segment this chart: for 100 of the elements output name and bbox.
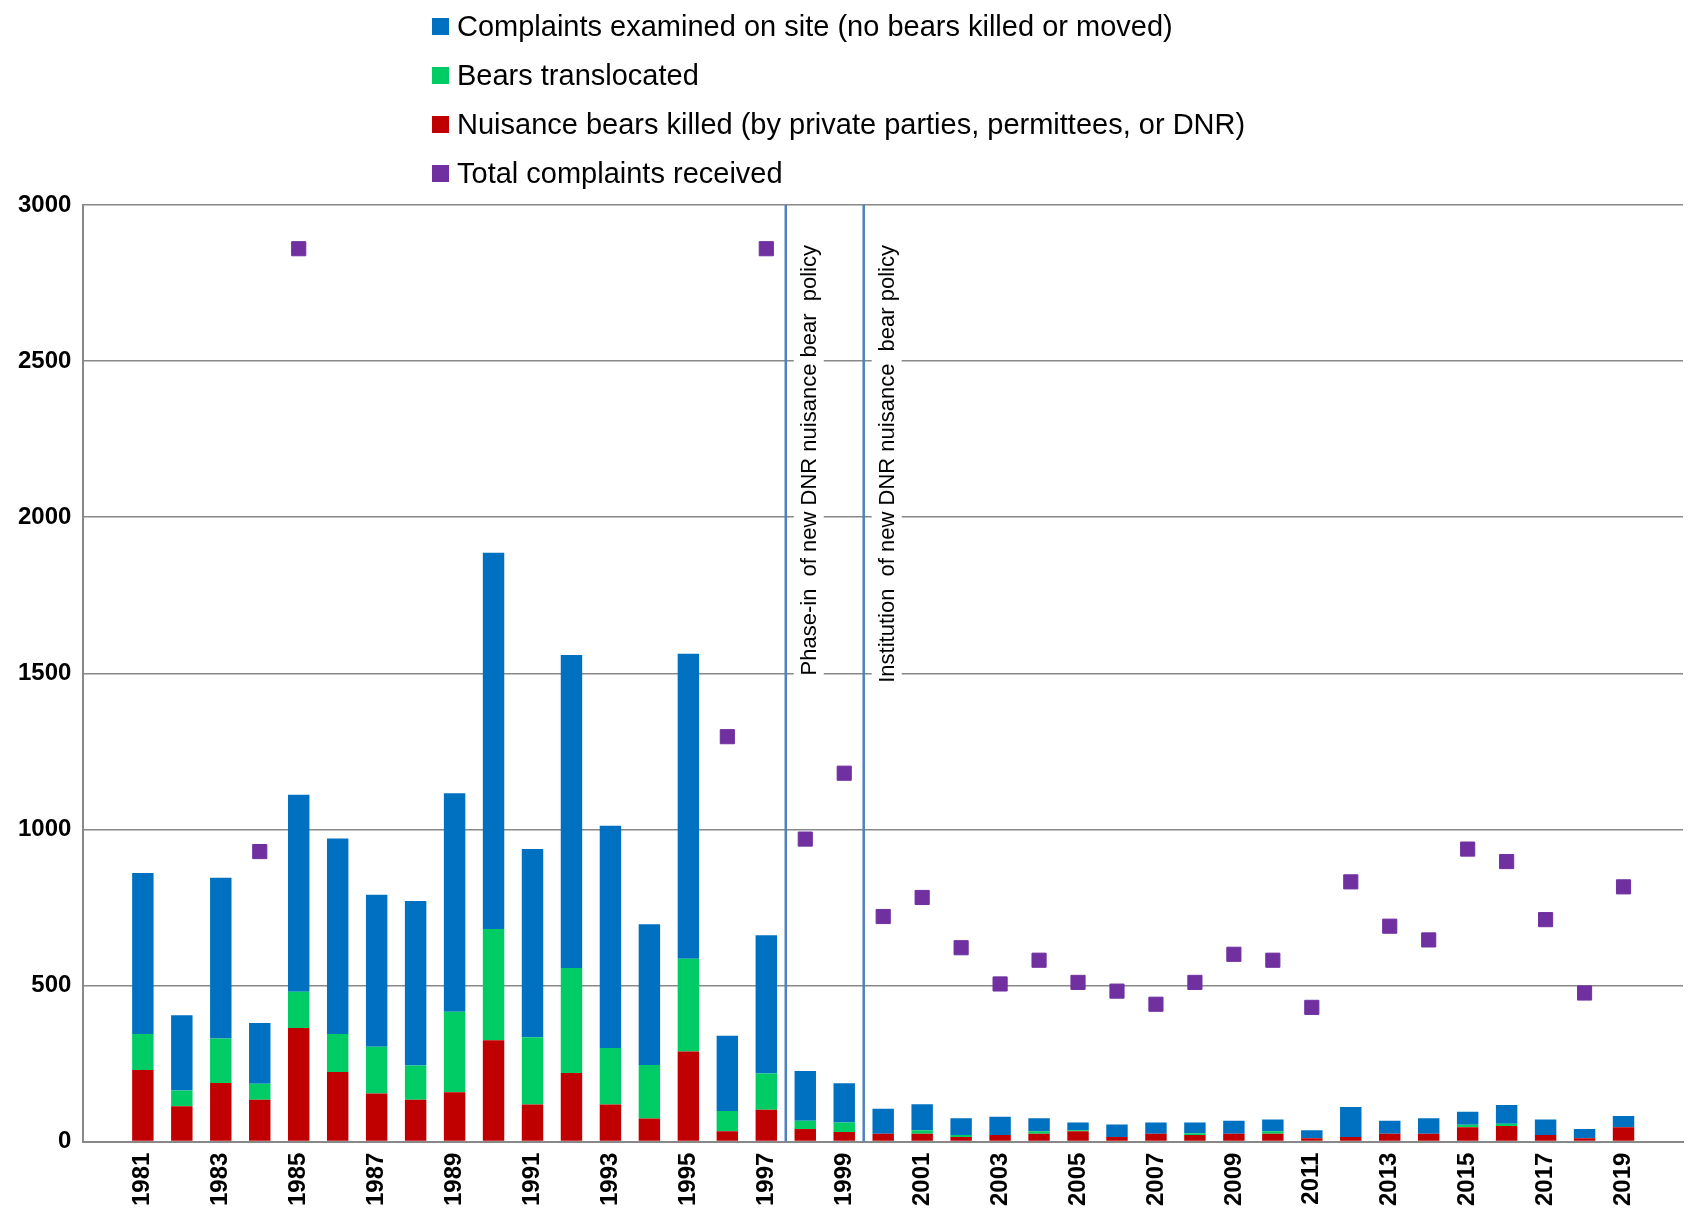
bar [1534,1119,1557,1136]
point [1070,974,1086,990]
point [291,241,307,257]
y-tick-label: 3000 [18,189,72,217]
bar [638,924,661,1066]
bar [365,1046,388,1094]
bar [404,1099,427,1141]
y-tick-label: 1500 [18,657,72,685]
bar [1028,1118,1050,1132]
point [1031,952,1047,968]
bar [560,968,583,1073]
bar [911,1130,933,1134]
point [1187,974,1203,990]
bar [1573,1138,1596,1141]
bar [521,1037,544,1105]
bar [210,1082,232,1141]
bar [794,1071,816,1121]
bar [833,1122,855,1132]
bar [326,1071,349,1141]
bar [1379,1120,1401,1134]
point [252,844,268,860]
bar [989,1116,1011,1136]
x-tick-label: 2017 [1530,1152,1558,1206]
point [1499,853,1515,870]
x-tick-label: 2001 [906,1152,934,1206]
bar [1184,1122,1206,1134]
bar [1456,1111,1479,1125]
bar [560,654,583,969]
point [719,729,735,745]
bar [365,1093,388,1141]
point [992,976,1008,992]
y-tick-label: 0 [58,1126,72,1154]
ref-line-label: Phase-in of new DNR nuisance bear policy [795,245,821,676]
x-tick-label: 2009 [1218,1152,1246,1206]
bar [755,1109,778,1141]
bar [911,1133,933,1141]
bar [521,849,544,1038]
bar [326,1033,349,1072]
x-tick-label: 1991 [517,1152,545,1206]
x-tick-label: 2019 [1608,1152,1636,1206]
bar [911,1104,933,1131]
bar [482,929,505,1041]
bar [599,825,622,1048]
bar [794,1120,816,1130]
bar [1028,1131,1050,1134]
x-tick-label: 2003 [984,1152,1012,1206]
bar [171,1106,193,1141]
bar [872,1108,894,1134]
bar [210,1038,232,1083]
point [1615,879,1632,895]
bar [950,1118,972,1136]
bar [1028,1133,1050,1141]
bar [1534,1135,1557,1141]
bar [950,1136,972,1141]
legend-label: Nuisance bears killed (by private parties, permittees, or DNR) [457,108,1246,141]
bar [638,1118,661,1141]
bar [833,1131,855,1141]
point [914,889,930,906]
point [1304,999,1320,1015]
bar [288,1027,310,1141]
x-tick-label: 1993 [595,1152,623,1206]
point [836,765,852,781]
bar [482,1040,505,1141]
x-tick-label: 1987 [361,1152,389,1206]
bar [1379,1133,1401,1141]
legend-label: Complaints examined on site (no bears killed or moved) [457,10,1173,43]
x-tick-label: 1985 [283,1152,311,1206]
bar [1145,1133,1167,1141]
x-tick-label: 1995 [673,1152,700,1206]
point [1343,874,1359,890]
bar [755,1073,778,1110]
point [1538,912,1554,928]
bar [1301,1130,1323,1139]
x-tick-label: 2013 [1374,1152,1402,1206]
y-tick-label: 1000 [18,814,72,842]
bar [404,900,427,1066]
bar [1067,1122,1089,1131]
y-tick-label: 2000 [18,501,72,529]
point [875,908,891,925]
bar [210,877,232,1039]
bar [1145,1122,1167,1134]
x-tick-label: 1983 [205,1152,233,1206]
bar [1573,1129,1596,1139]
x-tick-label: 1981 [127,1152,155,1206]
bar [249,1022,271,1084]
bar [249,1083,271,1100]
bar [171,1090,193,1107]
x-tick-label: 1989 [439,1152,467,1206]
bar [1106,1136,1128,1141]
legend-label: Bears translocated [457,59,699,92]
ref-line-label: Institution of new DNR nuisance bear policy [873,245,899,683]
point [953,940,969,956]
bar [132,1070,154,1141]
bar [443,1011,466,1093]
point [758,241,774,257]
bar [833,1083,855,1123]
bar [249,1099,271,1141]
point [1460,841,1476,857]
bar [1612,1127,1635,1141]
point [797,831,813,847]
